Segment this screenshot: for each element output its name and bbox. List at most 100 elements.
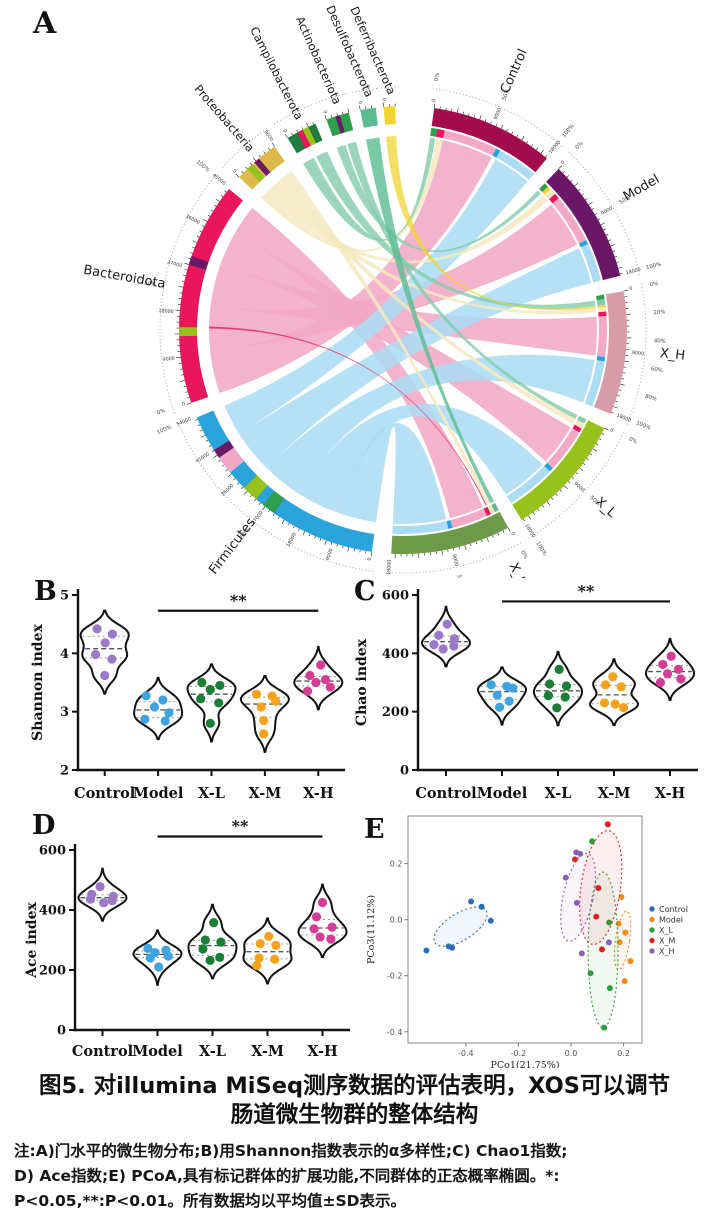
category-label-X-L: X-L [199, 1043, 226, 1060]
svg-text:5: 5 [60, 589, 69, 604]
svg-text:18000: 18000 [523, 523, 536, 539]
ribbon-Campilobacterota-to-X_H [316, 151, 596, 309]
svg-text:200: 200 [39, 964, 66, 979]
svg-text:50%: 50% [144, 280, 157, 288]
violin-D-Control [77, 867, 128, 922]
legend-label-Model: Model [659, 916, 683, 925]
svg-text:50%: 50% [618, 195, 631, 206]
svg-text:0.0: 0.0 [565, 1049, 578, 1058]
legend-dot-Model [649, 916, 655, 923]
category-label-Model: Model [133, 785, 184, 802]
segment-label-X_H: X_H [659, 346, 686, 364]
ace-index-violin-svg: 0 200 400 600 Ace index Control Model X-L X-M X-H… [24, 817, 350, 1060]
svg-text:2: 2 [60, 764, 69, 779]
legend-dot-X_M [649, 937, 655, 944]
panel-d-label: D [32, 810, 56, 841]
svg-text:9000: 9000 [325, 548, 334, 561]
svg-text:0: 0 [321, 110, 328, 115]
violin-C-Model [477, 666, 527, 726]
category-label-X-M: X-M [598, 785, 631, 802]
legend-dot-X_L [649, 927, 655, 933]
ribbon-Firmicutes-to-X_M [337, 422, 447, 524]
segment-Proteobacteria: 0 9000 Proteobacteria [191, 82, 285, 190]
svg-text:600: 600 [382, 589, 409, 604]
svg-text:0%: 0% [156, 408, 166, 416]
category-label-X-H: X-H [655, 785, 686, 802]
svg-text:-0.2: -0.2 [511, 1049, 527, 1058]
segment-label-Campilobacterota: Campilobacterota [247, 24, 306, 122]
svg-text:600: 600 [39, 844, 66, 859]
axes-D: 0 200 400 600 Ace index Control Model X-L X-M X-H [24, 844, 350, 1060]
legend-label-Control: Control [659, 905, 688, 914]
svg-text:0: 0 [629, 286, 633, 292]
svg-text:0: 0 [231, 168, 237, 174]
ribbon-Campilobacterota-to-Control [303, 137, 436, 242]
svg-text:100%: 100% [561, 123, 576, 139]
svg-text:9000: 9000 [632, 350, 645, 357]
violin-D-Model [132, 929, 183, 986]
svg-text:0: 0 [181, 401, 186, 408]
svg-text:0: 0 [381, 97, 387, 101]
svg-text:50%: 50% [455, 574, 463, 578]
svg-text:60%: 60% [650, 366, 663, 374]
svg-text:0: 0 [400, 764, 409, 779]
svg-text:9000: 9000 [162, 356, 175, 364]
svg-text:40%: 40% [654, 338, 666, 345]
y-axis-label-E: PCo3(11.12%) [366, 895, 377, 964]
ribbon-Bacteroidota-to-X_H [210, 264, 597, 356]
panel-a: A 0 9000 18000 0% 50% 100% Control 0 9000 18000 0%… [0, 0, 709, 578]
ribbon-Firmicutes-to-X_L [297, 403, 543, 513]
svg-text:200: 200 [382, 705, 409, 720]
legend-dot-Control [649, 906, 655, 912]
scatter-series-X_H [560, 849, 612, 957]
svg-text:0: 0 [431, 99, 437, 103]
significance-C: ** [502, 581, 670, 603]
svg-text:0: 0 [281, 128, 288, 134]
svg-text:4: 4 [60, 647, 69, 662]
panel-b-label: B [34, 576, 57, 607]
violin-C-Control [421, 605, 471, 668]
svg-text:18000: 18000 [625, 267, 641, 277]
category-label-Model: Model [477, 785, 528, 802]
caption-title-line1: 图5. 对illumina MiSeq测序数据的评估表明，XOS可以调节 [39, 1073, 670, 1099]
svg-text:0: 0 [509, 531, 516, 537]
ribbon-Firmicutes-to-X_H [266, 354, 595, 494]
svg-text:36000: 36000 [220, 483, 235, 498]
legend-label-X_L: X_L [659, 926, 673, 935]
caption-title: 图5. 对illumina MiSeq测序数据的评估表明，XOS可以调节 肠道微… [0, 1072, 709, 1131]
ribbon-Deferribacterota-to-X_H [386, 136, 596, 311]
svg-text:0: 0 [367, 557, 373, 561]
svg-text:0.2: 0.2 [617, 1049, 630, 1058]
svg-text:0.0: 0.0 [390, 916, 403, 925]
segment-label-Firmicutes: Firmicutes [206, 515, 259, 577]
svg-text:45000: 45000 [195, 451, 211, 464]
scatter-series-Control [423, 898, 494, 954]
svg-text:50%: 50% [501, 88, 511, 101]
violin-B-Model [133, 676, 184, 741]
svg-text:18000: 18000 [286, 532, 298, 548]
violin-C-X-H [645, 637, 695, 701]
category-label-X-L: X-L [198, 785, 225, 802]
legend-label-X_H: X_H [659, 947, 675, 956]
svg-text:0%: 0% [434, 72, 441, 81]
violin-C-X-L [533, 650, 583, 727]
axes-C: 0 200 400 600 Chao index Control Model X-L X-M X-… [354, 589, 698, 802]
svg-text:100%: 100% [635, 420, 652, 431]
panel-e: E -0.4 -0.2 0.0 0.2 -0.4 -0.2 0.0 0.2 PCo1(21.75… [356, 810, 709, 1068]
violin-B-Control [79, 609, 130, 695]
violin-D-X-M [242, 917, 293, 985]
svg-text:-0.2: -0.2 [387, 972, 403, 981]
svg-text:400: 400 [39, 904, 66, 919]
svg-text:9000: 9000 [451, 554, 460, 567]
svg-text:3: 3 [60, 705, 69, 720]
caption-note-line2: D) Ace指数;E) PCoA,具有标记群体的扩展功能,不同群体的正态概率椭圆… [14, 1167, 560, 1186]
chao-index-violin-svg: 0 200 400 600 Chao index Control Model X-L X-M X-… [354, 581, 698, 802]
category-label-Control: Control [415, 785, 477, 802]
svg-text:36000: 36000 [184, 214, 200, 226]
category-label-X-L: X-L [545, 785, 572, 802]
category-label-X-M: X-M [248, 785, 281, 802]
svg-text:-0.4: -0.4 [458, 1049, 474, 1058]
